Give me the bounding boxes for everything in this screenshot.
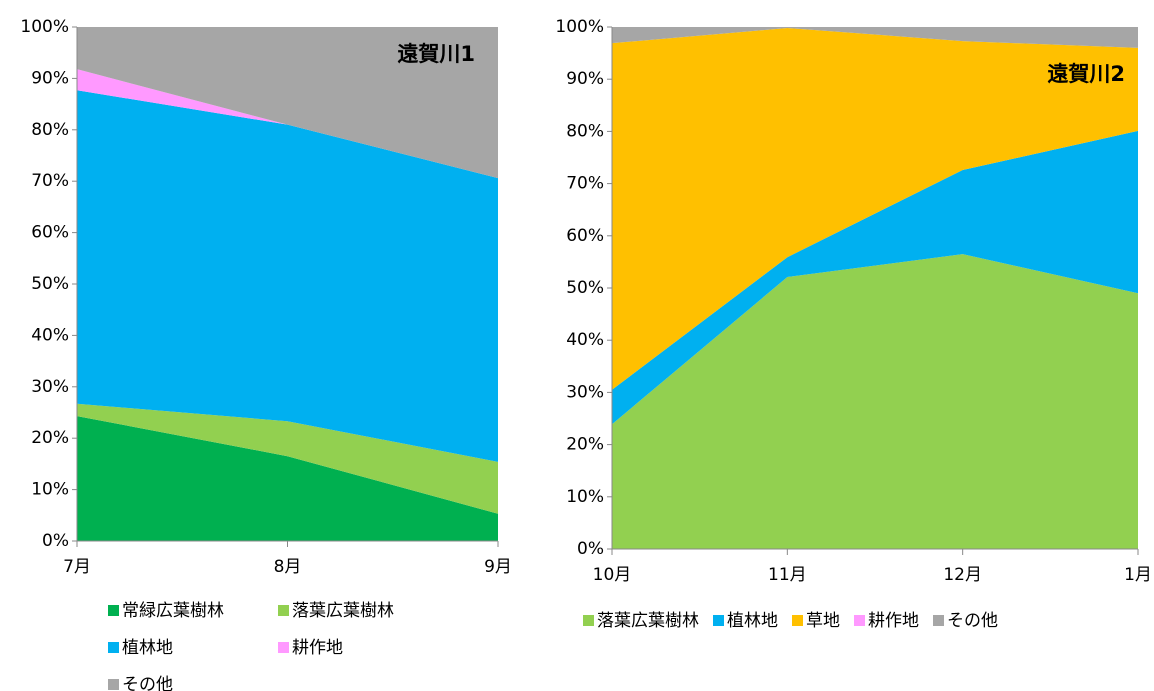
y-tick-label: 0% bbox=[42, 531, 69, 551]
x-tick-label: 8月 bbox=[274, 557, 302, 577]
area bbox=[77, 27, 498, 179]
legend-label: 植林地 bbox=[122, 638, 173, 658]
legend-swatch bbox=[278, 642, 289, 653]
legend-label: その他 bbox=[947, 611, 998, 631]
area bbox=[612, 254, 1138, 549]
legend-label: 耕作地 bbox=[292, 638, 343, 658]
y-tick-label: 80% bbox=[566, 121, 604, 141]
y-tick-label: 10% bbox=[566, 487, 604, 507]
legend-swatch bbox=[854, 615, 865, 626]
legend-label: 落葉広葉樹林 bbox=[597, 611, 699, 631]
y-tick-label: 60% bbox=[566, 226, 604, 246]
legend-swatch bbox=[108, 679, 119, 690]
x-tick-label: 7月 bbox=[63, 557, 91, 577]
x-tick-label: 11月 bbox=[768, 565, 807, 585]
legend-swatch bbox=[792, 615, 803, 626]
legend-swatch bbox=[278, 605, 289, 616]
y-tick-label: 70% bbox=[566, 174, 604, 194]
area bbox=[77, 403, 498, 514]
legend-swatch bbox=[713, 615, 724, 626]
y-tick-label: 50% bbox=[31, 274, 69, 294]
y-tick-label: 40% bbox=[566, 330, 604, 350]
area bbox=[612, 130, 1138, 425]
area bbox=[612, 27, 1138, 48]
area bbox=[77, 90, 498, 462]
y-tick-label: 80% bbox=[31, 120, 69, 140]
y-tick-label: 30% bbox=[566, 382, 604, 402]
legend-swatch bbox=[583, 615, 594, 626]
legend-label: 植林地 bbox=[727, 611, 778, 631]
y-tick-label: 100% bbox=[555, 17, 604, 37]
x-tick-label: 9月 bbox=[484, 557, 512, 577]
area bbox=[612, 28, 1138, 390]
y-tick-label: 10% bbox=[31, 480, 69, 500]
legend-label: 草地 bbox=[806, 611, 840, 631]
x-tick-label: 1月 bbox=[1124, 565, 1152, 585]
y-tick-label: 20% bbox=[566, 435, 604, 455]
y-tick-label: 90% bbox=[31, 68, 69, 88]
legend-swatch bbox=[108, 642, 119, 653]
legend-label: 常緑広葉樹林 bbox=[122, 601, 224, 621]
annotation: 遠賀川2 bbox=[1047, 62, 1125, 86]
legend-label: 落葉広葉樹林 bbox=[292, 601, 394, 621]
area bbox=[77, 416, 498, 541]
legend-label: 耕作地 bbox=[868, 611, 919, 631]
y-tick-label: 50% bbox=[566, 278, 604, 298]
y-tick-label: 60% bbox=[31, 223, 69, 243]
annotation: 遠賀川1 bbox=[397, 42, 475, 66]
legend-swatch bbox=[933, 615, 944, 626]
y-tick-label: 70% bbox=[31, 171, 69, 191]
y-tick-label: 90% bbox=[566, 69, 604, 89]
x-tick-label: 12月 bbox=[943, 565, 982, 585]
legend-label: その他 bbox=[122, 675, 173, 691]
legend-swatch bbox=[108, 605, 119, 616]
y-tick-label: 20% bbox=[31, 428, 69, 448]
y-tick-label: 40% bbox=[31, 325, 69, 345]
y-tick-label: 0% bbox=[577, 539, 604, 559]
x-tick-label: 10月 bbox=[593, 565, 632, 585]
y-tick-label: 100% bbox=[20, 17, 69, 37]
y-tick-label: 30% bbox=[31, 377, 69, 397]
